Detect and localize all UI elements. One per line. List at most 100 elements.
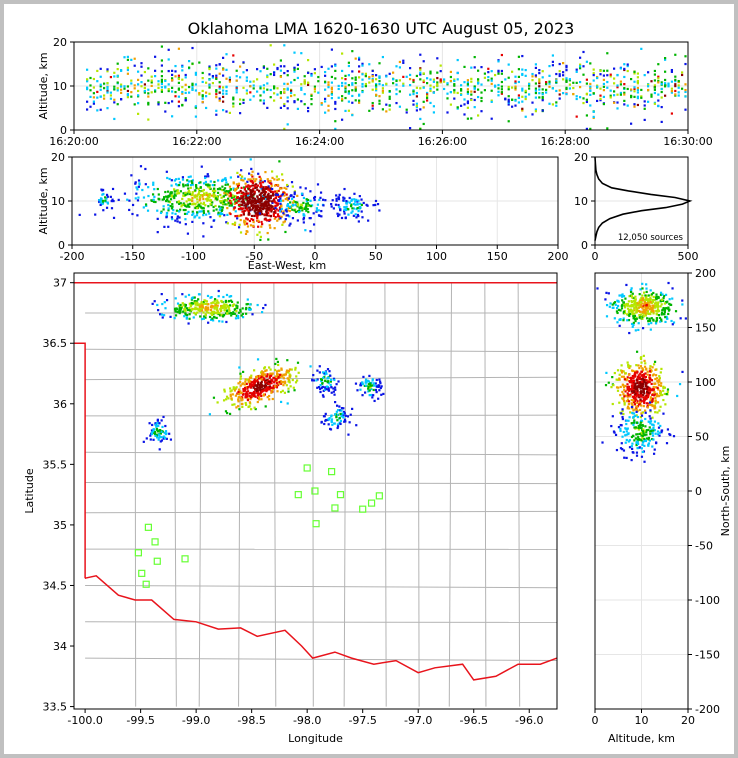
density-pixel: [200, 317, 204, 321]
density-pixel: [207, 185, 210, 188]
density-pixel: [267, 197, 270, 201]
density-pixel: [103, 82, 106, 85]
density-pixel: [617, 308, 621, 312]
density-pixel: [651, 445, 654, 448]
density-pixel: [634, 371, 637, 374]
density-pixel: [266, 74, 269, 77]
density-pixel: [443, 87, 446, 91]
density-pixel: [636, 400, 639, 403]
density-pixel: [194, 196, 197, 199]
density-pixel: [332, 390, 335, 393]
density-pixel: [262, 206, 265, 209]
density-pixel: [638, 310, 642, 313]
density-pixel: [318, 365, 321, 368]
density-pixel: [625, 302, 628, 306]
density-pixel: [249, 158, 252, 161]
density-pixel: [602, 85, 605, 88]
density-pixel: [380, 393, 383, 396]
density-pixel: [637, 436, 640, 439]
density-pixel: [257, 210, 260, 213]
density-pixel: [623, 403, 626, 406]
density-pixel: [635, 379, 638, 382]
density-pixel: [354, 89, 357, 92]
density-pixel: [282, 377, 285, 380]
density-pixel: [650, 95, 653, 98]
density-pixel: [641, 441, 645, 444]
density-pixel: [187, 180, 191, 183]
density-pixel: [274, 385, 277, 388]
density-pixel: [398, 90, 401, 93]
density-pixel: [622, 317, 625, 320]
density-pixel: [290, 204, 293, 208]
density-pixel: [216, 310, 220, 313]
density-pixel: [252, 220, 255, 224]
density-pixel: [242, 213, 245, 216]
density-pixel: [232, 194, 235, 197]
density-pixel: [226, 311, 229, 314]
density-pixel: [371, 384, 374, 387]
density-pixel: [253, 199, 256, 202]
density-pixel: [247, 212, 251, 215]
density-pixel: [113, 88, 116, 91]
density-pixel: [208, 86, 211, 89]
density-pixel: [579, 67, 582, 70]
county-line: [273, 282, 277, 707]
density-pixel: [357, 209, 360, 213]
density-pixel: [664, 56, 667, 60]
density-pixel: [466, 83, 469, 86]
density-pixel: [225, 395, 229, 398]
density-pixel: [460, 93, 463, 96]
density-pixel: [184, 83, 187, 86]
density-pixel: [446, 92, 449, 95]
density-pixel: [541, 88, 544, 91]
density-pixel: [284, 209, 287, 212]
density-pixel: [303, 81, 306, 84]
density-pixel: [215, 89, 218, 92]
density-pixel: [324, 379, 327, 382]
density-pixel: [354, 382, 358, 385]
density-pixel: [651, 298, 654, 302]
density-pixel: [282, 199, 285, 202]
density-pixel: [351, 207, 354, 210]
density-pixel: [232, 54, 235, 57]
density-pixel: [318, 214, 321, 217]
density-pixel: [269, 204, 272, 207]
density-pixel: [228, 80, 231, 83]
density-pixel: [320, 379, 323, 383]
density-pixel: [242, 179, 245, 182]
density-pixel: [272, 192, 275, 196]
density-pixel: [198, 303, 201, 306]
density-pixel: [622, 312, 625, 315]
density-pixel: [344, 420, 347, 423]
density-pixel: [585, 100, 588, 104]
density-pixel: [171, 205, 174, 208]
density-pixel: [191, 210, 194, 213]
density-pixel: [188, 313, 191, 316]
density-pixel: [286, 69, 289, 73]
density-pixel: [374, 203, 377, 207]
density-pixel: [291, 185, 294, 188]
density-pixel: [275, 190, 279, 193]
density-pixel: [324, 80, 327, 83]
density-pixel: [186, 184, 189, 187]
density-pixel: [259, 70, 262, 73]
density-pixel: [191, 83, 194, 86]
density-pixel: [182, 208, 185, 212]
density-pixel: [202, 311, 205, 314]
density-pixel: [142, 196, 146, 199]
density-pixel: [236, 314, 240, 318]
density-pixel: [194, 306, 197, 309]
density-pixel: [528, 84, 531, 87]
density-pixel: [618, 401, 621, 404]
density-pixel: [113, 101, 116, 104]
density-pixel: [477, 95, 480, 99]
density-pixel: [524, 68, 527, 72]
density-pixel: [141, 188, 144, 192]
density-pixel: [568, 83, 571, 86]
density-pixel: [317, 385, 321, 389]
density-pixel: [268, 366, 271, 369]
density-pixel: [370, 381, 373, 385]
density-pixel: [147, 101, 150, 105]
density-pixel: [188, 202, 192, 205]
density-pixel: [188, 191, 191, 194]
